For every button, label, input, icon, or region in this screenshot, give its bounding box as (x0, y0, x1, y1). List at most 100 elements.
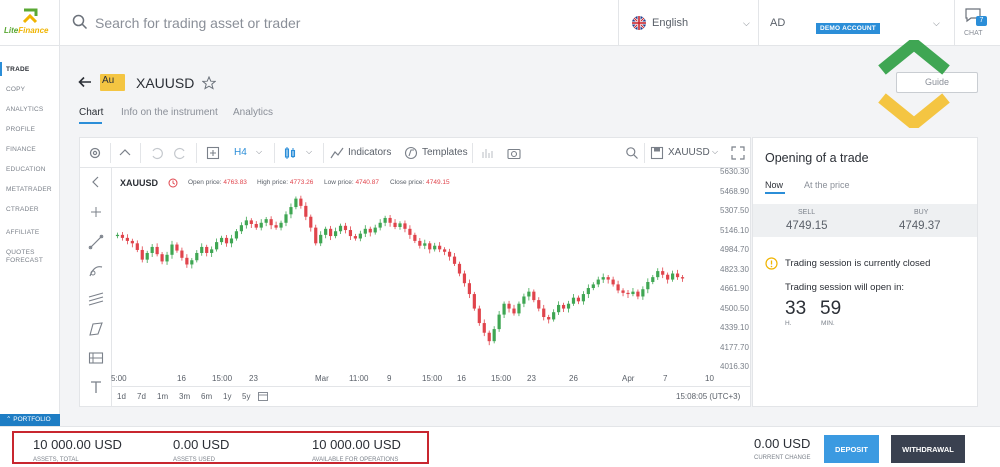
sidebar-item-copy[interactable]: COPY (6, 86, 26, 93)
tab-at-the-price[interactable]: At the price (804, 180, 850, 190)
interval-selector[interactable]: H4 (234, 147, 247, 158)
templates-button[interactable]: Templates (422, 147, 468, 158)
sidebar-item-education[interactable]: EDUCATION (6, 166, 46, 173)
sidebar-item-profile[interactable]: PROFILE (6, 126, 36, 133)
volume-bars-icon[interactable] (480, 146, 494, 160)
range-7d-button[interactable]: 7d (137, 392, 146, 401)
instrument-title: XAUUSD (136, 75, 195, 91)
chevron-down-icon[interactable]: ⌵ (256, 147, 263, 156)
range-3m-button[interactable]: 3m (179, 392, 191, 401)
candle-body (358, 233, 362, 239)
chevron-down-icon[interactable]: ⌵ (306, 147, 313, 156)
calendar-icon[interactable] (258, 391, 268, 401)
toolbar-divider (110, 143, 111, 163)
chevron-down-icon[interactable]: ⌵ (712, 147, 719, 156)
candle-body (571, 297, 576, 304)
pattern-tool-icon[interactable] (88, 321, 104, 337)
curve-tool-icon[interactable] (88, 263, 104, 279)
back-arrow-icon[interactable] (78, 75, 92, 89)
guide-button[interactable]: Guide (896, 72, 978, 93)
deposit-button[interactable]: DEPOSIT (824, 435, 879, 463)
sidebar-item-metatrader[interactable]: METATRADER (6, 186, 52, 193)
account-selector[interactable]: AD DEMO ACCOUNT ⌵ (758, 0, 954, 46)
chart-symbol-selector[interactable]: XAUUSD (668, 147, 710, 158)
candle-body (224, 237, 229, 244)
candle-body (651, 277, 655, 282)
language-selector[interactable]: English ⌵ (618, 0, 758, 46)
candle-body (160, 254, 164, 262)
text-tool-icon[interactable] (88, 379, 104, 395)
logo-mark-icon (22, 8, 38, 24)
buy-price[interactable]: 4749.37 (899, 220, 941, 232)
redo-icon[interactable] (173, 146, 187, 160)
candle-body (215, 242, 219, 250)
sidebar-item-analytics[interactable]: ANALYTICS (6, 106, 44, 113)
candle-body (239, 225, 243, 232)
sell-price[interactable]: 4749.15 (786, 220, 828, 232)
demo-account-badge: DEMO ACCOUNT (816, 23, 880, 34)
add-compare-icon[interactable] (206, 146, 220, 160)
tab-chart[interactable]: Chart (79, 107, 104, 118)
candle-body (522, 296, 526, 304)
range-1d-button[interactable]: 1d (117, 392, 126, 401)
save-icon[interactable] (650, 146, 664, 160)
sidebar-item-affiliate[interactable]: AFFILIATE (6, 229, 40, 236)
range-1y-button[interactable]: 1y (223, 392, 232, 401)
trend-line-icon[interactable] (88, 234, 104, 250)
chevron-up-icon[interactable] (118, 146, 132, 160)
sidebar-item-quotes[interactable]: QUOTES (6, 249, 35, 256)
candle-body (175, 244, 179, 251)
price-tick-label: 4661.90 (720, 284, 749, 293)
chat-button[interactable]: 7 CHAT (954, 0, 1000, 46)
candle-body (343, 225, 348, 231)
favorite-star-icon[interactable] (202, 76, 216, 90)
sidebar-item-trade[interactable]: TRADE (6, 66, 30, 73)
collapse-arrow-icon[interactable] (88, 174, 104, 190)
indicators-button[interactable]: Indicators (348, 147, 392, 158)
candle-body (636, 291, 640, 297)
tab-now[interactable]: Now (765, 180, 784, 190)
candle-body (130, 240, 134, 244)
settings-gear-icon[interactable] (88, 146, 102, 160)
price-tick-label: 4016.30 (720, 362, 749, 371)
range-5y-button[interactable]: 5y (242, 392, 251, 401)
camera-icon[interactable] (507, 146, 521, 160)
candle-body (244, 220, 248, 226)
sidebar-item-finance[interactable]: FINANCE (6, 146, 36, 153)
sidebar-item-forecast[interactable]: FORECAST (6, 257, 43, 264)
templates-icon[interactable] (404, 146, 418, 160)
search-icon[interactable] (625, 146, 639, 160)
range-1m-button[interactable]: 1m (157, 392, 169, 401)
legend-close: Close price: 4749.15 (390, 179, 450, 186)
crosshair-icon[interactable] (88, 204, 104, 220)
countdown-hours: 33 (785, 298, 807, 319)
price-chart[interactable] (113, 168, 717, 373)
fullscreen-icon[interactable] (731, 146, 745, 160)
undo-icon[interactable] (150, 146, 164, 160)
range-6m-button[interactable]: 6m (201, 392, 213, 401)
candle-type-icon[interactable] (283, 146, 297, 160)
candle-body (135, 243, 139, 250)
toolbar-divider (274, 143, 275, 163)
candle-body (294, 198, 298, 208)
portfolio-toggle[interactable]: ⌃ PORTFOLIO (0, 414, 60, 426)
indicators-icon[interactable] (330, 146, 344, 160)
candle-body (309, 216, 313, 228)
candle-body (428, 243, 432, 250)
measure-tool-icon[interactable] (88, 350, 104, 366)
chevron-down-icon: ⌵ (933, 18, 940, 28)
candle-body (190, 260, 194, 265)
candle-body (641, 289, 645, 297)
search-input[interactable] (95, 11, 495, 35)
fib-channel-icon[interactable] (88, 292, 104, 308)
time-tick-label: Apr (622, 374, 635, 383)
candle-body (547, 317, 551, 320)
sidebar-item-ctrader[interactable]: CTRADER (6, 206, 39, 213)
candle-body (150, 246, 154, 253)
price-tick-label: 4177.70 (720, 342, 749, 352)
litefinance-logo[interactable]: LiteFinance (0, 0, 60, 46)
candle-body (418, 240, 422, 246)
tab-analytics[interactable]: Analytics (233, 107, 274, 118)
tab-info[interactable]: Info on the instrument (121, 107, 218, 118)
withdrawal-button[interactable]: WITHDRAWAL (891, 435, 965, 463)
